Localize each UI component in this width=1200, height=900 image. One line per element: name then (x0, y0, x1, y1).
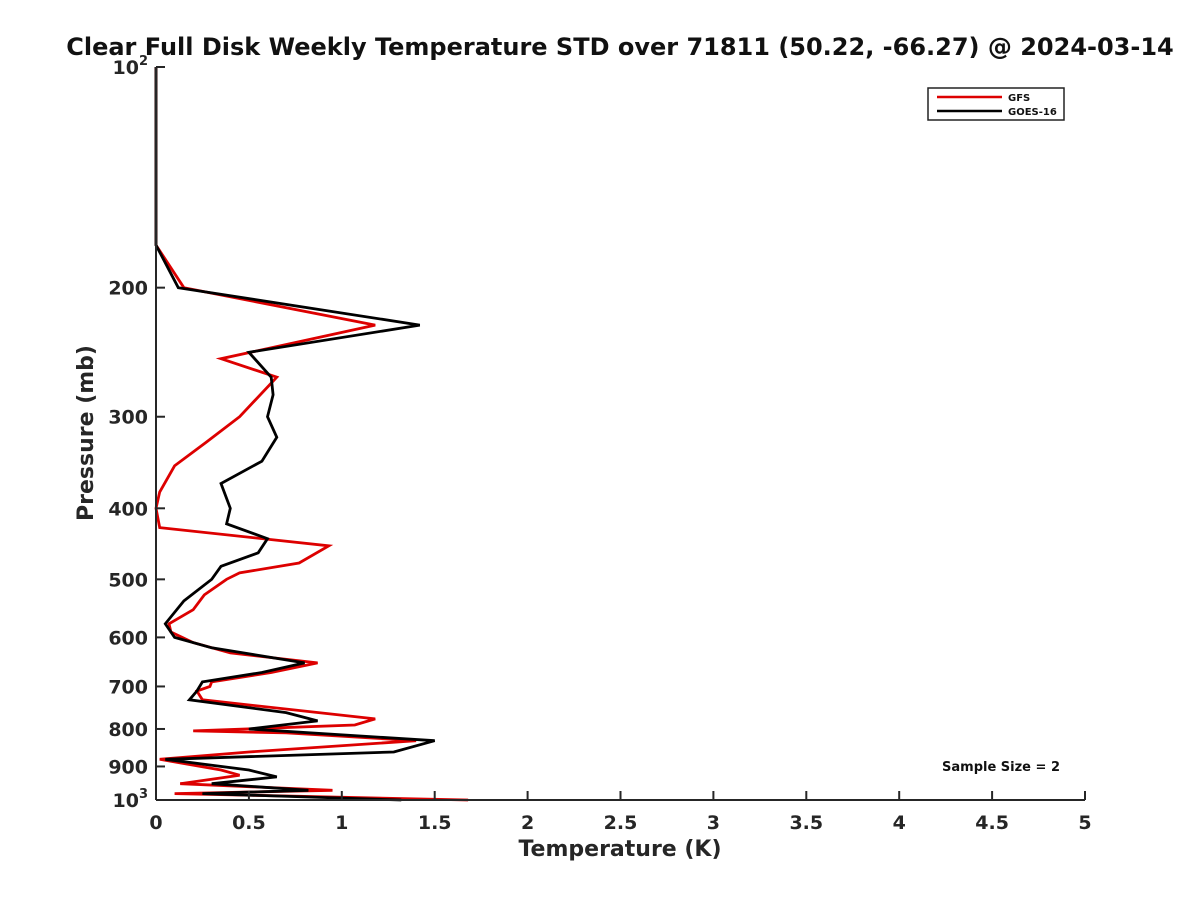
series-line-goes16 (154, 67, 436, 802)
y-tick-label: 300 (108, 407, 148, 429)
series-layer (154, 67, 469, 802)
legend-label-gfs: GFS (1008, 93, 1030, 104)
x-tick-label: 1.5 (418, 812, 452, 834)
y-tick-label-power: 103 (113, 787, 149, 812)
series-line-gfs (154, 67, 469, 802)
y-tick-label: 900 (108, 756, 148, 778)
x-tick-label: 5 (1078, 812, 1091, 834)
y-tick-label: 500 (108, 569, 148, 591)
y-axis-label: Pressure (mb) (74, 345, 99, 521)
x-axis-label: Temperature (K) (518, 837, 721, 862)
x-tick-label: 1 (335, 812, 348, 834)
axes-layer (155, 67, 1085, 801)
x-tick-label: 3.5 (789, 812, 823, 834)
x-tick-label: 2 (521, 812, 534, 834)
legend-label-goes16: GOES-16 (1008, 107, 1057, 118)
y-tick-label: 800 (108, 719, 148, 741)
sample-size-annotation: Sample Size = 2 (942, 760, 1060, 775)
legend: GFS GOES-16 (927, 87, 1065, 121)
y-tick-label: 700 (108, 676, 148, 698)
y-tick-label-power: 102 (113, 54, 149, 79)
ticks-layer: 0 0.5 1 1.5 2 2.5 3 3.5 4 4.5 5 200 300 400 500 600 700 8… (108, 54, 1091, 834)
x-tick-label: 3 (707, 812, 720, 834)
x-tick-label: 4.5 (975, 812, 1009, 834)
legend-box (927, 87, 1065, 121)
x-tick-label: 2.5 (604, 812, 638, 834)
x-tick-label: 4 (893, 812, 906, 834)
x-tick-label: 0.5 (232, 812, 266, 834)
y-tick-label: 200 (108, 278, 148, 300)
y-tick-label: 600 (108, 627, 148, 649)
y-tick-label: 400 (108, 498, 148, 520)
x-tick-label: 0 (149, 812, 162, 834)
chart-title: Clear Full Disk Weekly Temperature STD o… (66, 33, 1174, 61)
